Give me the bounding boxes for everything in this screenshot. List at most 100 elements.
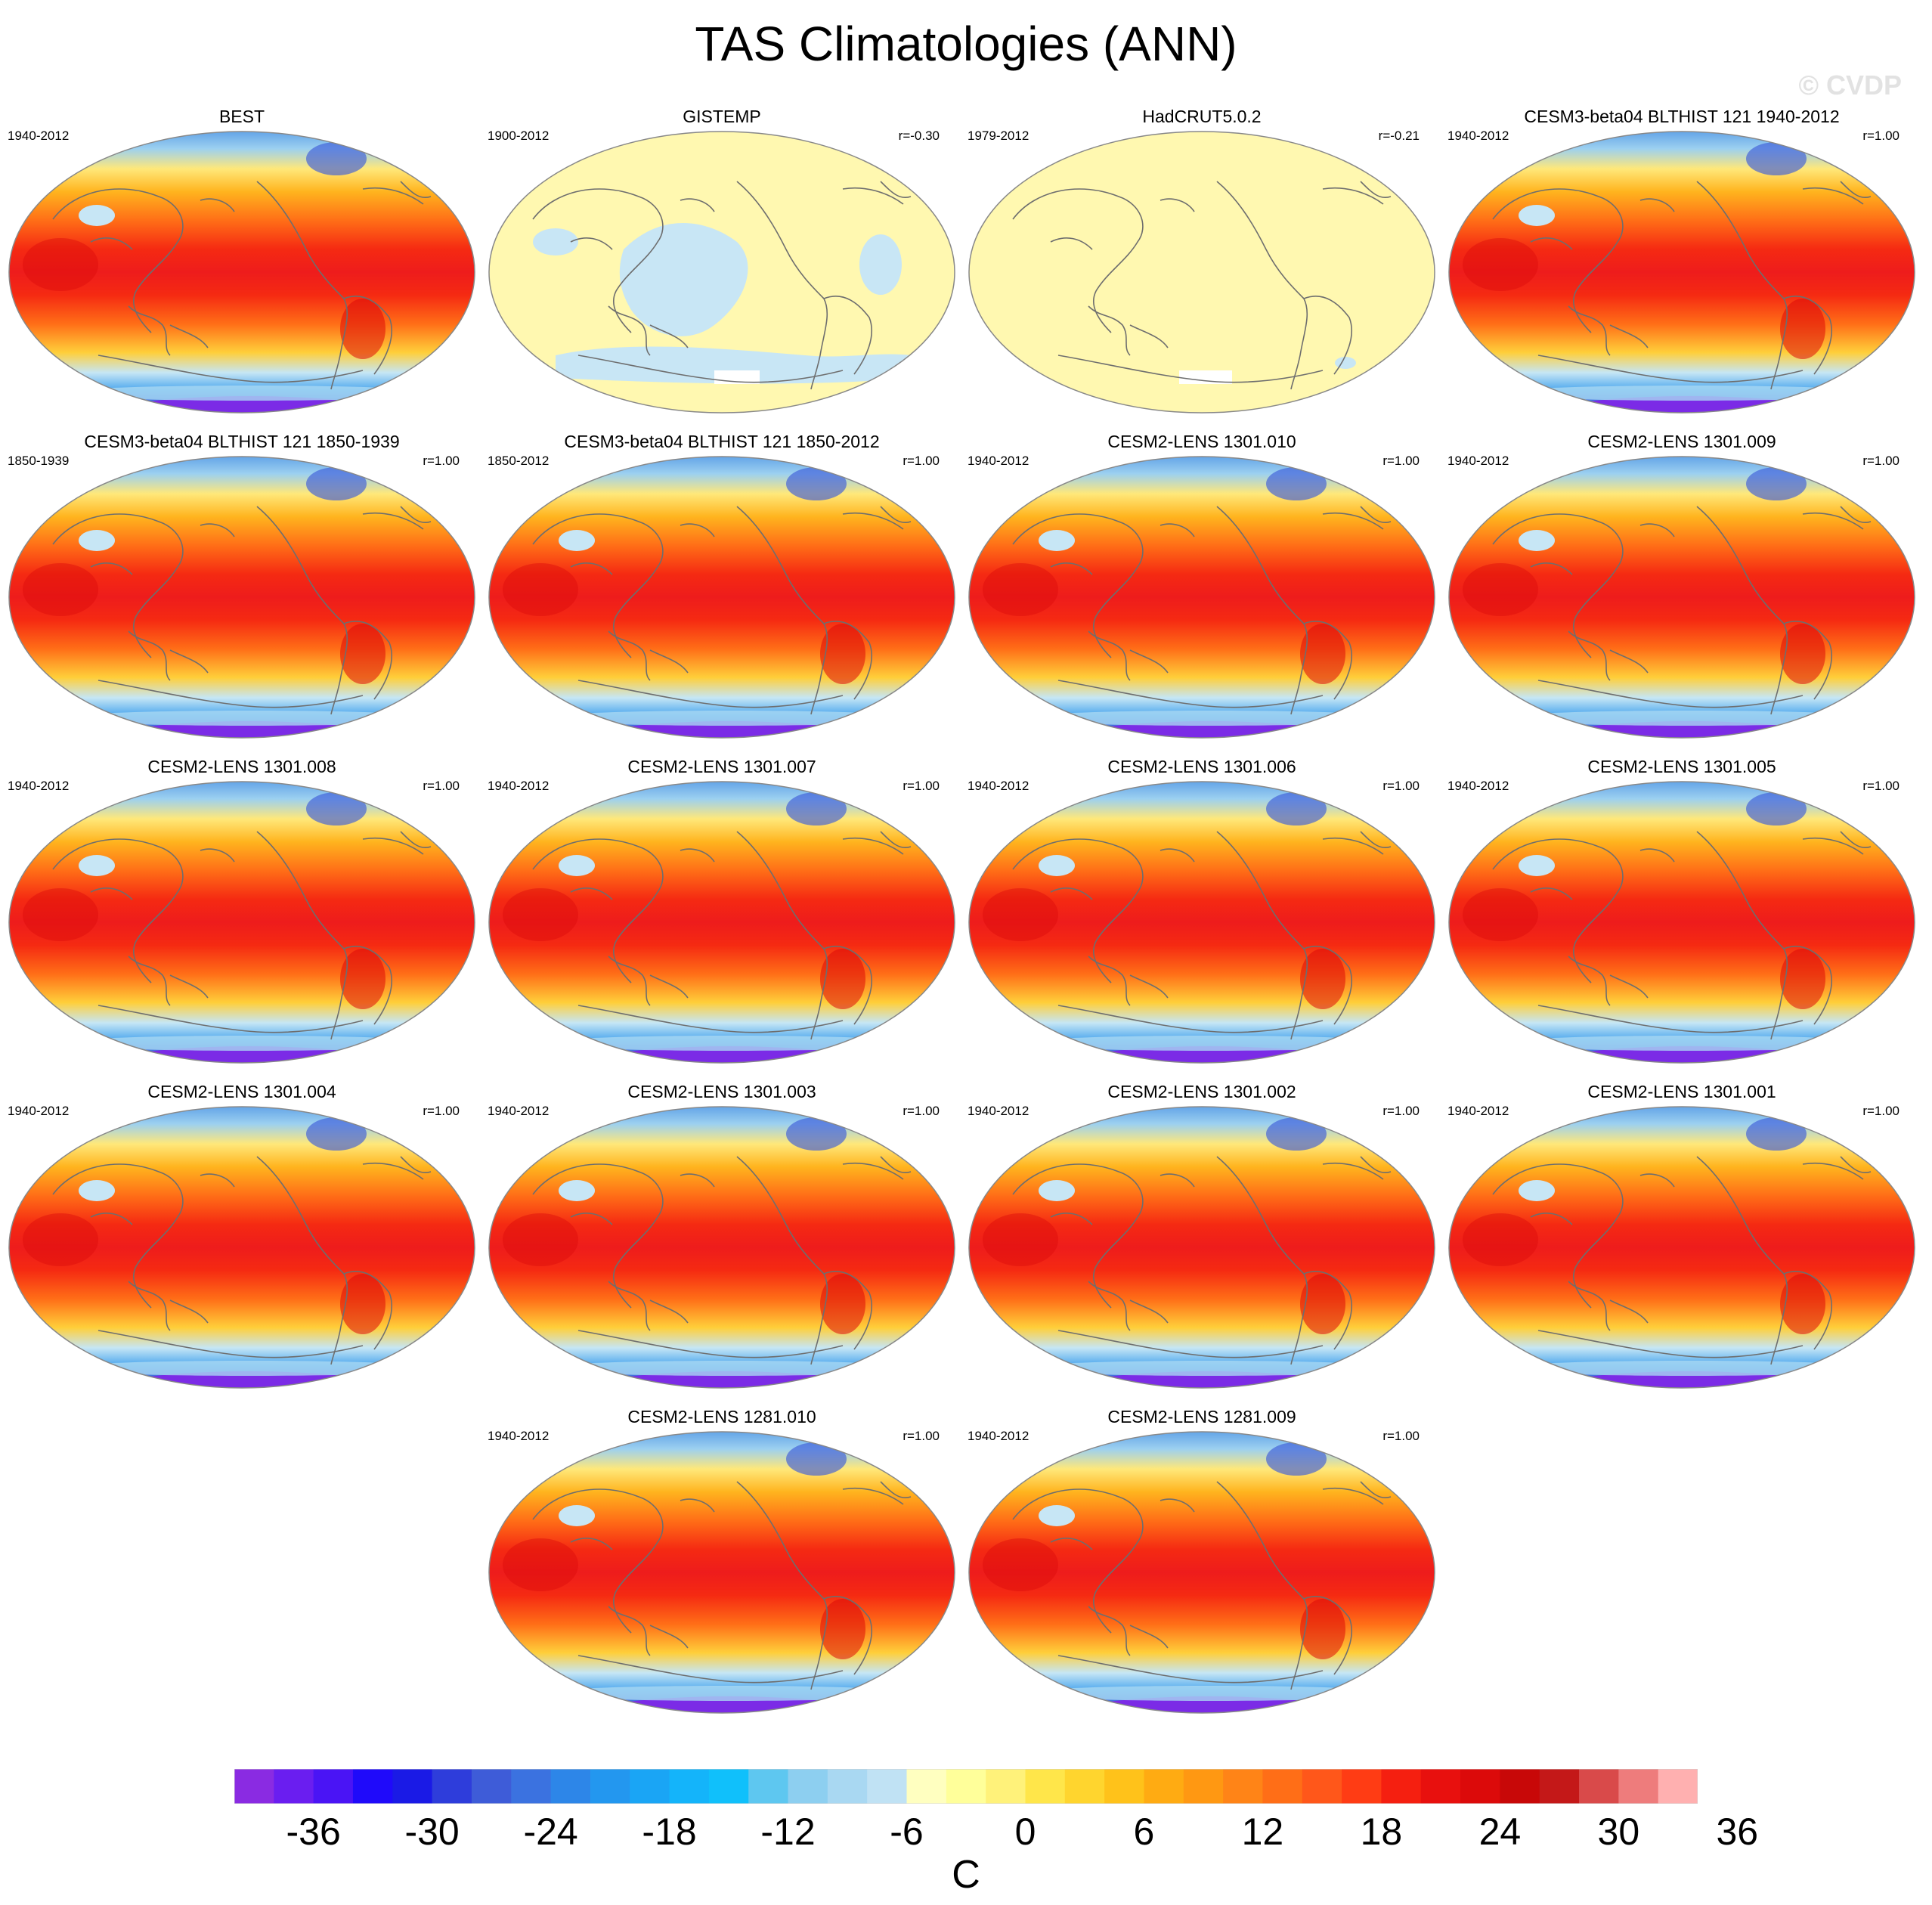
panel-period: 1940-2012 [1447,129,1509,143]
map-panel: CESM2-LENS 1301.004 1940-2012 r=1.00 [8,1081,476,1391]
colorbar-units: C [952,1853,980,1897]
colorbar-swatch [274,1769,314,1804]
climatology-map [8,1106,475,1389]
climatology-map [8,456,475,739]
climatology-map [488,781,955,1064]
colorbar-tick-label: -12 [760,1811,816,1853]
colorbar-swatch [1460,1769,1500,1804]
map-panel: CESM2-LENS 1281.010 1940-2012 r=1.00 [488,1406,956,1716]
panel-title: CESM2-LENS 1301.002 [1107,1082,1296,1101]
colorbar-tick-label: 18 [1360,1811,1403,1853]
panel-correlation: r=1.00 [903,454,940,468]
colorbar-tick-label: 36 [1716,1811,1759,1853]
colorbar-swatch [788,1769,828,1804]
map-panel: CESM2-LENS 1301.005 1940-2012 r=1.00 [1447,756,1916,1066]
map-panel: CESM3-beta04 BLTHIST 121 1850-1939 1850-1… [8,431,476,741]
map-panel: CESM2-LENS 1301.001 1940-2012 r=1.00 [1447,1081,1916,1391]
colorbar-swatch [1262,1769,1303,1804]
panel-title: CESM2-LENS 1301.005 [1587,757,1776,776]
panel-correlation: r=1.00 [903,1104,940,1118]
colorbar-swatch [590,1769,630,1804]
panel-correlation: r=-0.21 [1378,129,1420,143]
panel-title: CESM3-beta04 BLTHIST 121 1940-2012 [1524,107,1840,126]
map-panel: CESM3-beta04 BLTHIST 121 1940-2012 1940-2… [1447,106,1916,416]
panel-correlation: r=1.00 [903,779,940,793]
panel-period: 1940-2012 [8,1104,70,1118]
colorbar-tick-label: 12 [1241,1811,1284,1853]
colorbar-tick-labels: -36 -30 -24 -18 -12 -6 0 6 12 18 24 30 36 [234,1811,1759,1856]
colorbar-swatch [1539,1769,1580,1804]
climatology-map [8,781,475,1064]
colorbar-swatch [352,1769,393,1804]
figure-title: TAS Climatologies (ANN) [695,17,1237,71]
map-panel: CESM2-LENS 1301.009 1940-2012 r=1.00 [1447,431,1916,741]
panel-period: 1940-2012 [968,779,1029,793]
panel-title: CESM2-LENS 1301.006 [1107,757,1296,776]
panel-correlation: r=1.00 [1382,454,1420,468]
panel-period: 1940-2012 [8,779,70,793]
panel-title: HadCRUT5.0.2 [1142,107,1262,126]
colorbar-swatch [827,1769,868,1804]
colorbar-swatch [550,1769,591,1804]
climatology-map [968,781,1435,1064]
colorbar-swatch [946,1769,986,1804]
climatology-map [1448,456,1915,739]
climatology-map [488,456,955,739]
panel-title: CESM3-beta04 BLTHIST 121 1850-1939 [84,432,400,451]
panel-correlation: r=1.00 [1382,1104,1420,1118]
colorbar-tick-label: -18 [642,1811,697,1853]
climatology-map [488,1431,955,1714]
climatology-map [488,1106,955,1389]
colorbar-tick-label: -36 [286,1811,341,1853]
colorbar-swatch [313,1769,354,1804]
panel-correlation: r=1.00 [903,1429,940,1443]
colorbar-swatch [1579,1769,1619,1804]
map-panel: CESM2-LENS 1301.008 1940-2012 r=1.00 [8,756,476,1066]
map-panel: HadCRUT5.0.2 1979-2012 r=-0.21 [968,106,1436,416]
anomaly-map [488,131,955,414]
panel-period: 1850-1939 [8,454,70,468]
colorbar-swatch [1420,1769,1461,1804]
colorbar-swatch [630,1769,670,1804]
colorbar-swatch [748,1769,789,1804]
colorbar-tick-label: 6 [1133,1811,1155,1853]
colorbar-swatch [1144,1769,1184,1804]
map-panel: CESM2-LENS 1301.002 1940-2012 r=1.00 [968,1081,1436,1391]
panel-period: 1940-2012 [488,779,550,793]
panel-period: 1940-2012 [488,1104,550,1118]
map-panel: CESM2-LENS 1301.003 1940-2012 r=1.00 [488,1081,956,1391]
colorbar-swatch [432,1769,472,1804]
panel-title: CESM2-LENS 1301.009 [1587,432,1776,451]
panel-title: GISTEMP [683,107,761,126]
colorbar-swatch [1223,1769,1263,1804]
map-panel: GISTEMP 1900-2012 r=-0.30 [488,106,956,416]
panel-period: 1940-2012 [8,129,70,143]
map-panel: CESM2-LENS 1301.006 1940-2012 r=1.00 [968,756,1436,1066]
colorbar [234,1769,1698,1804]
anomaly-map [968,131,1435,414]
climatology-map [968,456,1435,739]
climatology-map [1448,1106,1915,1389]
colorbar-tick-label: -30 [404,1811,460,1853]
colorbar-tick-label: -6 [890,1811,924,1853]
panel-title: CESM3-beta04 BLTHIST 121 1850-2012 [564,432,880,451]
colorbar-swatch [1658,1769,1698,1804]
colorbar-tick-label: -24 [523,1811,578,1853]
watermark: © CVDP [1798,70,1902,101]
colorbar-swatch [1025,1769,1066,1804]
panel-correlation: r=1.00 [1862,1104,1899,1118]
colorbar-swatch [392,1769,433,1804]
colorbar-tick-label: 24 [1478,1811,1522,1853]
panel-period: 1940-2012 [968,1429,1029,1443]
panel-correlation: r=1.00 [423,779,460,793]
colorbar-tick-label: 0 [1014,1811,1036,1853]
panel-period: 1979-2012 [968,129,1029,143]
climatology-map [968,1431,1435,1714]
colorbar-swatch [1618,1769,1659,1804]
colorbar-swatch [986,1769,1026,1804]
panel-title: CESM2-LENS 1301.007 [627,757,816,776]
colorbar-swatch [471,1769,512,1804]
map-panel: CESM2-LENS 1281.009 1940-2012 r=1.00 [968,1406,1436,1716]
panel-correlation: r=1.00 [1382,779,1420,793]
panel-title: CESM2-LENS 1301.001 [1587,1082,1776,1101]
